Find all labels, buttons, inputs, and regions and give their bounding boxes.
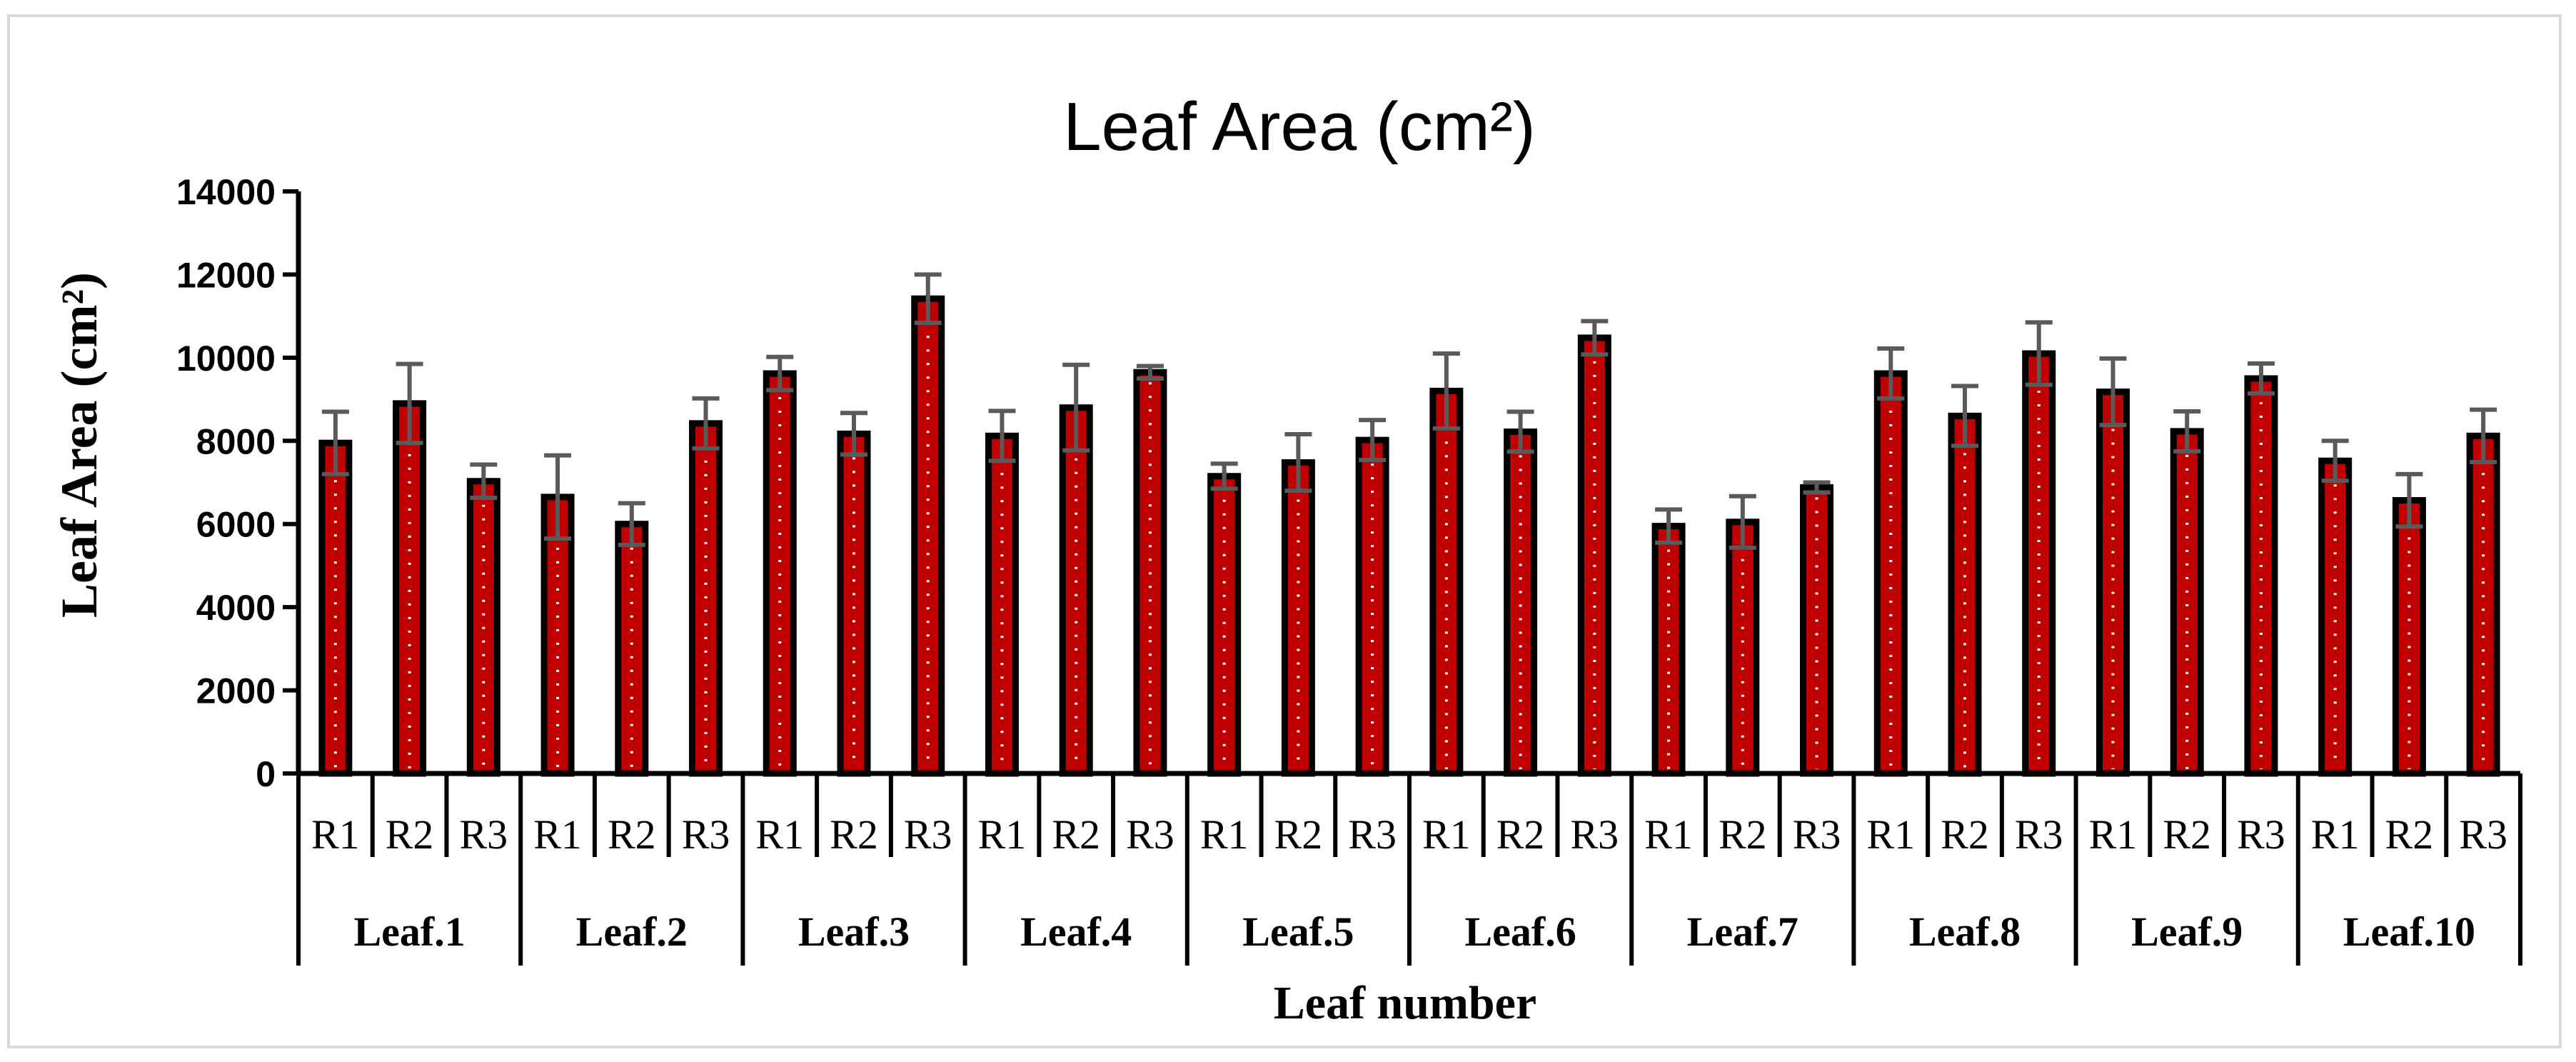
bar: [1281, 459, 1315, 777]
category-label: R2: [1941, 811, 1989, 858]
group-label: Leaf.3: [798, 908, 910, 955]
bar: [985, 432, 1019, 777]
y-tick-label: 4000: [196, 588, 276, 628]
chart-title: Leaf Area (cm²): [1063, 89, 1536, 165]
bar: [1800, 484, 1834, 777]
category-label: R2: [1274, 811, 1323, 858]
category-label: R2: [1719, 811, 1767, 858]
bar: [2095, 389, 2130, 777]
bar: [1207, 473, 1242, 777]
category-label: R2: [2385, 811, 2434, 858]
y-tick-label: 2000: [196, 671, 276, 711]
bar: [318, 439, 353, 777]
category-label: R2: [1496, 811, 1545, 858]
x-axis-label: Leaf number: [1274, 977, 1536, 1029]
category-label: R1: [1866, 811, 1915, 858]
group-label: Leaf.9: [2131, 908, 2243, 955]
y-axis-label: Leaf Area (cm²): [51, 272, 108, 618]
bar: [2318, 457, 2353, 777]
group-label: Leaf.8: [1909, 908, 2021, 955]
category-label: R1: [2089, 811, 2138, 858]
y-tick-label: 14000: [176, 172, 276, 212]
y-tick-label: 10000: [176, 339, 276, 379]
category-label: R3: [459, 811, 508, 858]
bar: [1948, 412, 1982, 777]
category-label: R2: [608, 811, 656, 858]
category-label: R2: [2163, 811, 2211, 858]
category-label: R1: [755, 811, 804, 858]
category-label: R2: [830, 811, 878, 858]
category-label: R3: [1348, 811, 1397, 858]
bar: [1429, 387, 1464, 777]
category-label: R2: [1052, 811, 1100, 858]
category-label: R1: [2311, 811, 2360, 858]
category-label: R1: [311, 811, 360, 858]
bar: [2466, 432, 2500, 777]
bar: [1059, 404, 1093, 777]
bar: [1651, 523, 1686, 777]
y-tick-label: 8000: [196, 421, 276, 461]
category-label: R1: [533, 811, 582, 858]
category-label: R1: [978, 811, 1027, 858]
group-label: Leaf.1: [353, 908, 465, 955]
bar: [1726, 519, 1760, 777]
bar: [1355, 436, 1389, 777]
group-label: Leaf.2: [576, 908, 688, 955]
category-label: R3: [904, 811, 952, 858]
category-label: R3: [682, 811, 730, 858]
y-tick-label: 6000: [196, 505, 276, 545]
y-tick-label: 0: [256, 754, 276, 794]
category-label: R1: [1644, 811, 1693, 858]
category-label: R1: [1422, 811, 1471, 858]
plot-area: 0 2000 4000 6000 8000 10000 12000 14000 Leaf.1 R1…: [176, 172, 2522, 966]
y-tick-label: 12000: [176, 255, 276, 295]
group-label: Leaf.5: [1242, 908, 1354, 955]
bar: [393, 400, 427, 777]
category-label: R3: [2237, 811, 2285, 858]
category-label: R3: [2459, 811, 2507, 858]
group-label: Leaf.7: [1687, 908, 1798, 955]
group-label: Leaf.6: [1464, 908, 1576, 955]
category-label: R3: [1793, 811, 1841, 858]
category-label: R3: [1126, 811, 1174, 858]
category-label: R1: [1200, 811, 1249, 858]
category-label: R3: [1570, 811, 1619, 858]
category-label: R2: [386, 811, 434, 858]
bar: [2022, 350, 2056, 777]
group-label: Leaf.4: [1020, 908, 1132, 955]
bar: [2392, 497, 2426, 777]
group-label: Leaf.10: [2343, 908, 2475, 955]
category-label: R3: [2015, 811, 2063, 858]
